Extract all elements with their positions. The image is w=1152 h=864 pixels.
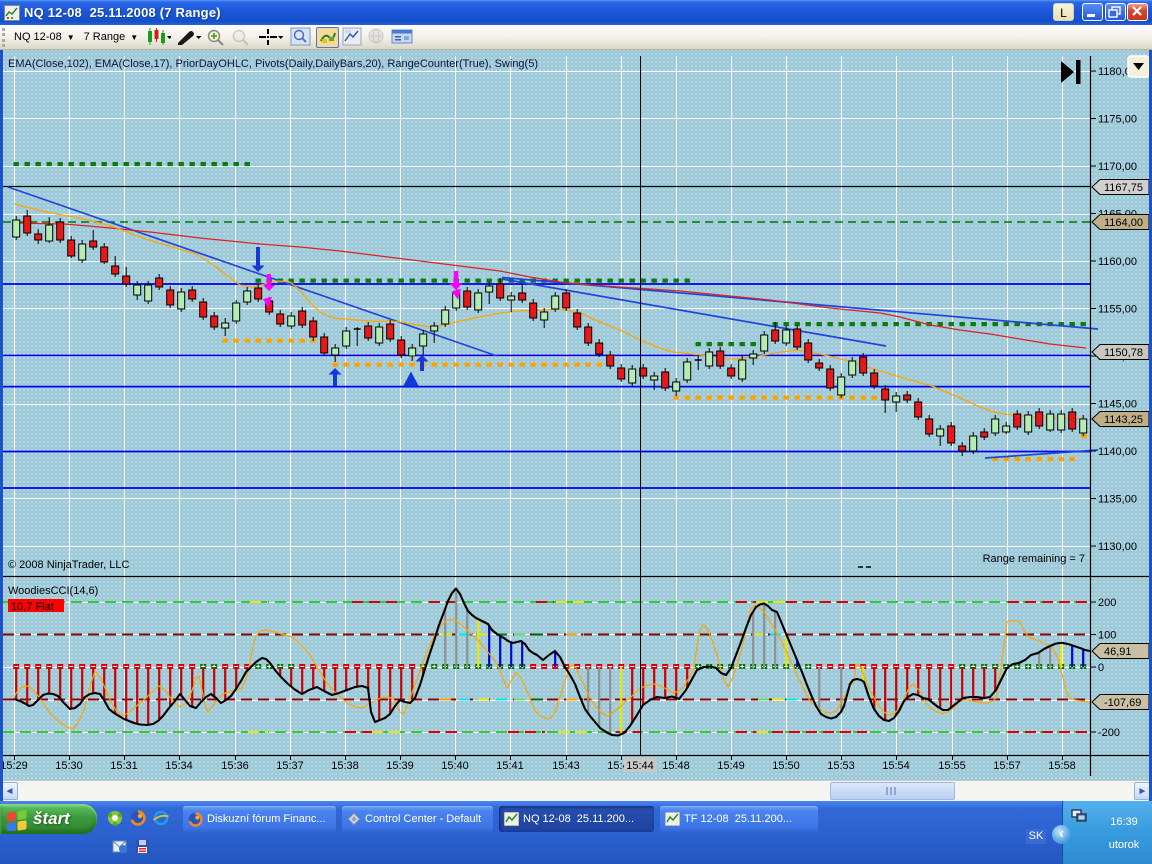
svg-text:15:48: 15:48 <box>662 760 690 772</box>
svg-text:1130,00: 1130,00 <box>1098 541 1137 553</box>
svg-text:1140,00: 1140,00 <box>1098 446 1137 458</box>
svg-text:15:44: 15:44 <box>626 760 654 772</box>
svg-text:15:37: 15:37 <box>276 760 304 772</box>
svg-text:15:53: 15:53 <box>827 760 855 772</box>
svg-text:1180,00: 1180,00 <box>1098 66 1137 78</box>
svg-text:15:34: 15:34 <box>165 760 193 772</box>
svg-text:1155,00: 1155,00 <box>1098 304 1137 316</box>
svg-text:15:50: 15:50 <box>772 760 800 772</box>
svg-text:Range remaining = 7: Range remaining = 7 <box>983 553 1085 565</box>
svg-text:15:57: 15:57 <box>993 760 1021 772</box>
svg-text:15:31: 15:31 <box>110 760 138 772</box>
svg-text:10,7 Flat: 10,7 Flat <box>11 601 54 613</box>
svg-text:15:40: 15:40 <box>441 760 469 772</box>
svg-text:WoodiesCCI(14,6): WoodiesCCI(14,6) <box>8 585 98 597</box>
svg-text:46,91: 46,91 <box>1104 646 1132 658</box>
svg-text:EMA(Close,102), EMA(Close,17),: EMA(Close,102), EMA(Close,17), PriorDayO… <box>8 58 538 70</box>
svg-text:1150,78: 1150,78 <box>1104 347 1143 359</box>
svg-text:1164,00: 1164,00 <box>1104 217 1143 229</box>
svg-text:15:36: 15:36 <box>221 760 249 772</box>
svg-text:1135,00: 1135,00 <box>1098 494 1137 506</box>
svg-text:1175,00: 1175,00 <box>1098 114 1137 126</box>
svg-text:15:58: 15:58 <box>1048 760 1076 772</box>
svg-text:15:38: 15:38 <box>331 760 359 772</box>
svg-text:200: 200 <box>1098 597 1116 609</box>
svg-text:15:39: 15:39 <box>386 760 414 772</box>
svg-text:© 2008 NinjaTrader, LLC: © 2008 NinjaTrader, LLC <box>8 559 129 571</box>
svg-text:15:43: 15:43 <box>552 760 580 772</box>
svg-text:15:29: 15:29 <box>0 760 28 772</box>
svg-text:1143,25: 1143,25 <box>1104 414 1143 426</box>
svg-text:1170,00: 1170,00 <box>1098 161 1137 173</box>
svg-text:-200: -200 <box>1098 727 1120 739</box>
svg-text:15:49: 15:49 <box>717 760 745 772</box>
svg-text:100: 100 <box>1098 630 1116 642</box>
svg-text:0: 0 <box>1098 662 1104 674</box>
svg-text:1145,00: 1145,00 <box>1098 399 1137 411</box>
svg-text:1160,00: 1160,00 <box>1098 256 1137 268</box>
svg-text:15:41: 15:41 <box>496 760 524 772</box>
svg-text:15:55: 15:55 <box>938 760 966 772</box>
svg-text:15:30: 15:30 <box>55 760 83 772</box>
svg-text:-107,69: -107,69 <box>1104 697 1141 709</box>
svg-text:1167,75: 1167,75 <box>1104 182 1143 194</box>
svg-text:15:54: 15:54 <box>882 760 910 772</box>
